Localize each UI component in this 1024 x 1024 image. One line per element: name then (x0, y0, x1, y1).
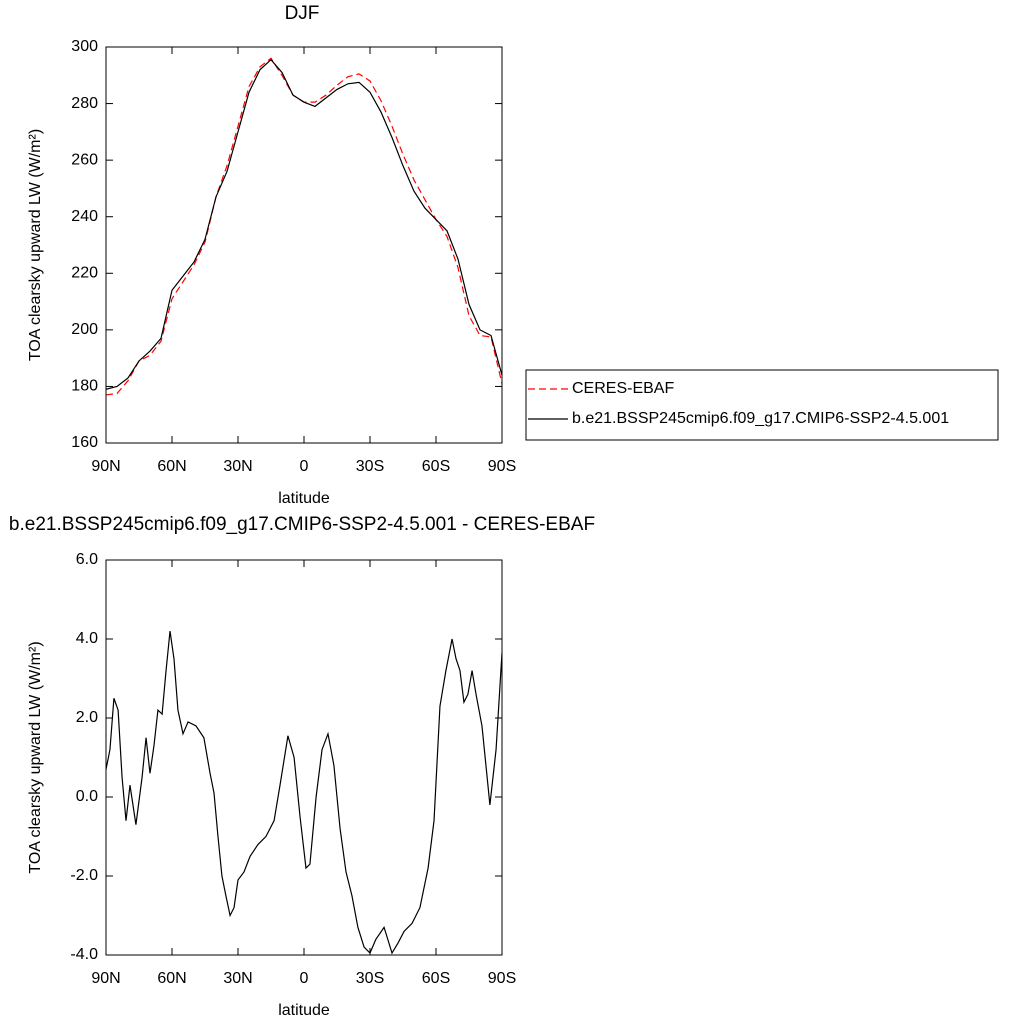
chart-title: b.e21.BSSP245cmip6.f09_g17.CMIP6-SSP2-4.… (9, 514, 595, 535)
y-tick-label: 4.0 (76, 630, 98, 647)
y-tick-label: 220 (71, 265, 98, 282)
x-tick-label: 60N (157, 458, 186, 475)
x-tick-label: 30S (356, 458, 384, 475)
data-line (105, 58, 503, 390)
x-tick-label: 60S (422, 970, 450, 987)
data-line (105, 631, 503, 955)
y-tick-label: 0.0 (76, 788, 98, 805)
x-tick-label: 60N (157, 970, 186, 987)
legend-label: b.e21.BSSP245cmip6.f09_g17.CMIP6-SSP2-4.… (572, 410, 949, 427)
x-tick-label: 90N (91, 970, 120, 987)
x-tick-label: 60S (422, 458, 450, 475)
legend-box (525, 369, 999, 441)
x-axis-title: latitude (278, 1002, 330, 1019)
x-tick-label: 0 (300, 458, 309, 475)
y-tick-label: 300 (71, 38, 98, 55)
y-tick-label: 200 (71, 321, 98, 338)
plot-frame (105, 559, 503, 956)
x-tick-label: 0 (300, 970, 309, 987)
y-tick-label: 180 (71, 378, 98, 395)
y-axis-title: TOA clearsky upward LW (W/m²) (27, 129, 44, 361)
y-tick-label: 160 (71, 434, 98, 451)
plot-frame (105, 46, 503, 444)
legend-label: CERES-EBAF (572, 380, 674, 397)
y-tick-label: 6.0 (76, 551, 98, 568)
x-tick-label: 30S (356, 970, 384, 987)
y-tick-label: -2.0 (70, 867, 98, 884)
x-tick-label: 30N (223, 458, 252, 475)
x-tick-label: 90S (488, 458, 516, 475)
y-axis-title: TOA clearsky upward LW (W/m²) (27, 641, 44, 873)
y-tick-label: 2.0 (76, 709, 98, 726)
x-tick-label: 30N (223, 970, 252, 987)
y-tick-label: 240 (71, 208, 98, 225)
y-tick-label: 280 (71, 95, 98, 112)
x-axis-title: latitude (278, 490, 330, 507)
chart-title: DJF (285, 3, 320, 24)
y-tick-label: -4.0 (70, 946, 98, 963)
y-tick-label: 260 (71, 151, 98, 168)
x-tick-label: 90N (91, 458, 120, 475)
x-tick-label: 90S (488, 970, 516, 987)
